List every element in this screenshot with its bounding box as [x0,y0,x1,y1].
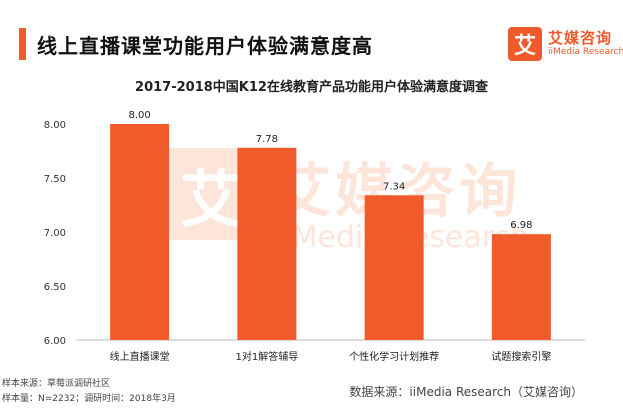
y-tick-label: 6.50 [44,282,66,293]
y-tick-label: 8.00 [44,120,66,131]
bar-value-label: 7.34 [383,181,405,192]
bar [491,234,551,340]
logo-name-en: iiMedia Research [548,47,623,57]
logo-name-cn: 艾媒咨询 [548,29,613,47]
x-tick-label: 线上直播课堂 [110,350,170,363]
title-accent-bar [19,28,26,60]
y-tick-label: 6.00 [44,336,66,347]
bar-value-label: 6.98 [510,220,532,231]
bar-value-label: 8.00 [128,110,150,121]
brand-logo: 艾 艾媒咨询 iiMedia Research [508,27,623,61]
page-title: 线上直播课堂功能用户体验满意度高 [37,34,373,58]
chart-title: 2017-2018中国K12在线教育产品功能用户体验满意度调查 [135,80,488,95]
y-tick-label: 7.50 [44,174,66,185]
data-source: 数据来源：iiMedia Research（艾媒咨询） [349,385,583,399]
sample-source-note: 样本来源：草莓派调研社区 [2,379,111,389]
bar [237,147,297,340]
logo-mark-icon: 艾 [508,27,542,61]
bar-value-label: 7.78 [256,134,278,145]
sample-size-note: 样本量：N=2232；调研时间：2018年3月 [2,394,176,404]
x-tick-label: 个性化学习计划推荐 [349,350,439,363]
footnotes: 样本来源：草莓派调研社区 样本量：N=2232；调研时间：2018年3月 [2,377,176,407]
x-tick-label: 1对1解答辅导 [236,350,299,363]
x-tick-label: 试题搜索引擎 [491,350,551,363]
bar [110,124,170,340]
y-tick-label: 7.00 [44,228,66,239]
bar [364,195,424,340]
